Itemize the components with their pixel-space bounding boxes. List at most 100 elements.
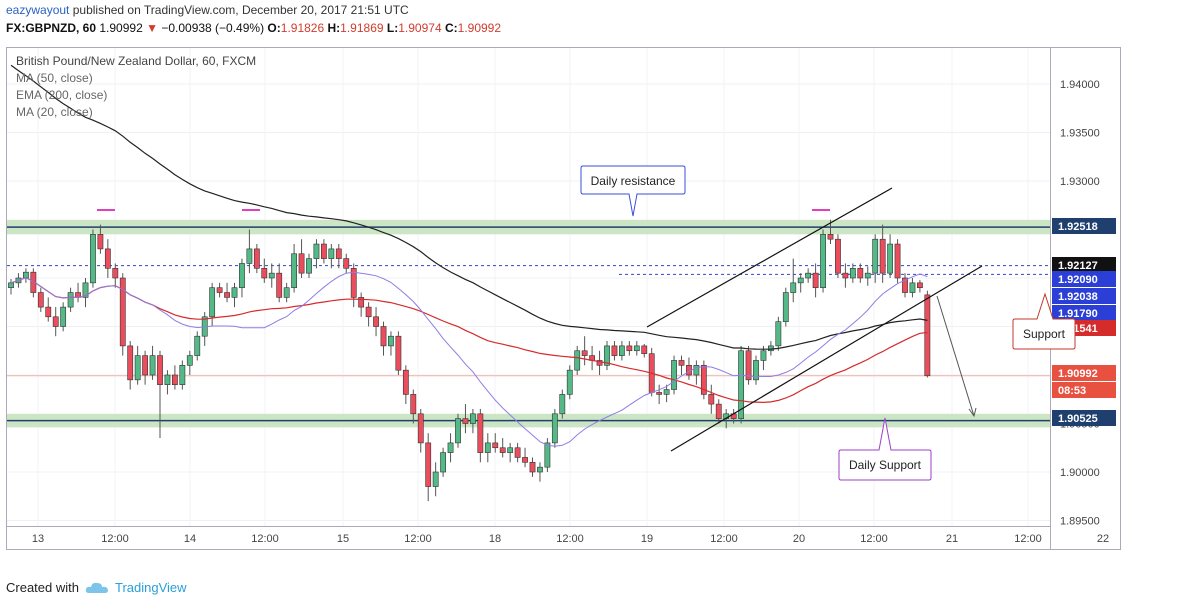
candle-body bbox=[864, 272, 871, 279]
legend-ma20: MA (20, close) bbox=[16, 105, 93, 119]
candle-body bbox=[82, 282, 89, 298]
candle-body bbox=[857, 268, 864, 279]
candle-body bbox=[157, 355, 163, 386]
y-tick-label: 1.89500 bbox=[1060, 516, 1100, 528]
y-tick-label: 1.94000 bbox=[1060, 79, 1100, 91]
tag-ma20-box bbox=[1052, 305, 1116, 321]
candle-body bbox=[455, 418, 461, 444]
tag-dotted-upper-text: 1.92090 bbox=[1058, 274, 1098, 286]
daily-support-label: Daily Support bbox=[849, 458, 922, 472]
daily-resistance-label: Daily resistance bbox=[591, 174, 676, 188]
indicators bbox=[10, 64, 928, 447]
x-tick-label: 13 bbox=[32, 533, 44, 545]
candle-body bbox=[388, 335, 394, 347]
close-label: C: bbox=[444, 21, 458, 35]
x-tick-label: 19 bbox=[641, 533, 653, 545]
candle-body bbox=[112, 268, 119, 279]
candle-body bbox=[246, 248, 253, 264]
candle-body bbox=[484, 442, 491, 453]
candle-body bbox=[581, 350, 588, 356]
x-tick-label: 14 bbox=[184, 533, 196, 545]
candles bbox=[8, 219, 931, 502]
candle-body bbox=[514, 447, 521, 458]
candle-body bbox=[745, 350, 752, 381]
tag-countdown-text: 08:53 bbox=[1058, 385, 1086, 397]
tag-last-price: 1.90992 bbox=[1052, 365, 1116, 381]
candle-body bbox=[700, 364, 707, 395]
y-tick-label: 1.93500 bbox=[1060, 128, 1100, 140]
x-tick-label: 22 bbox=[1097, 533, 1109, 545]
tag-ema200-text: 1.92127 bbox=[1058, 260, 1098, 272]
x-axis: 13 12:00 14 12:00 15 12:00 18 12:00 19 12:00 20 12:… bbox=[7, 526, 1109, 545]
candle-body bbox=[522, 457, 528, 463]
tag-dotted-lower: 1.92038 bbox=[1052, 288, 1116, 304]
x-tick-label: 12:00 bbox=[556, 533, 584, 545]
candle-body bbox=[320, 243, 327, 259]
drawings bbox=[97, 187, 983, 452]
candle-body bbox=[358, 297, 365, 308]
tag-ma20: 1.91790 bbox=[1052, 305, 1116, 321]
publish-info: eazywayout published on TradingView.com,… bbox=[6, 3, 409, 17]
candle-body bbox=[693, 364, 700, 376]
candle-body bbox=[663, 389, 670, 395]
chart-panel[interactable]: 1.895001.900001.905001.910001.915001.920… bbox=[6, 47, 1121, 550]
candle-body bbox=[760, 350, 767, 361]
candle-body bbox=[499, 447, 506, 453]
candle-body bbox=[820, 234, 826, 289]
tag-countdown-box bbox=[1052, 382, 1116, 398]
candle-body bbox=[37, 292, 44, 308]
candle-body bbox=[611, 345, 618, 356]
candle-body bbox=[30, 271, 37, 293]
candle-body bbox=[715, 403, 722, 419]
candle-body bbox=[261, 268, 268, 279]
candle-body bbox=[492, 442, 499, 449]
tag-dotted-upper: 1.92090 bbox=[1052, 271, 1116, 287]
price-tags: 1.925181.921271.920901.920381.917901.915… bbox=[1052, 218, 1116, 426]
candle-body bbox=[849, 268, 856, 279]
candle-body bbox=[8, 282, 14, 289]
candle-body bbox=[365, 306, 372, 318]
candle-body bbox=[559, 394, 566, 415]
tradingview-logo-icon bbox=[85, 582, 108, 593]
tag-ema200-box bbox=[1052, 257, 1116, 273]
candle-body bbox=[335, 248, 342, 259]
price-chart[interactable]: 1.895001.900001.905001.910001.915001.920… bbox=[7, 48, 1120, 549]
candle-body bbox=[879, 238, 886, 274]
tag-countdown: 08:53 bbox=[1052, 382, 1116, 398]
tag-support-text: 1.90525 bbox=[1058, 413, 1098, 425]
candle-body bbox=[902, 277, 908, 293]
candle-body bbox=[298, 253, 305, 274]
y-tick-label: 1.90000 bbox=[1060, 467, 1100, 479]
x-tick-label: 12:00 bbox=[1014, 533, 1042, 545]
candle-body bbox=[209, 287, 216, 318]
candle-body bbox=[90, 234, 96, 284]
candle-body bbox=[566, 369, 573, 395]
tradingview-link[interactable]: TradingView bbox=[114, 580, 187, 595]
candle-body bbox=[909, 282, 916, 293]
candle-body bbox=[380, 326, 387, 347]
support-callout: Support bbox=[1012, 292, 1076, 350]
candle-body bbox=[134, 355, 141, 381]
x-tick-label: 12:00 bbox=[101, 533, 129, 545]
y-tick-label: 1.93000 bbox=[1060, 176, 1100, 188]
symbol-info: FX:GBPNZD, 60 1.90992 ▼ −0.00938 (−0.49%… bbox=[6, 21, 501, 35]
candle-body bbox=[142, 355, 148, 376]
candle-body bbox=[164, 374, 171, 385]
candle-body bbox=[328, 248, 335, 259]
candle-body bbox=[447, 442, 454, 453]
candle-body bbox=[283, 287, 290, 298]
candle-body bbox=[596, 360, 603, 366]
candle-body bbox=[797, 277, 804, 284]
author-link[interactable]: eazywayout bbox=[6, 3, 70, 17]
candle-body bbox=[253, 248, 260, 269]
projection-arrowhead bbox=[968, 407, 977, 418]
candle-body bbox=[306, 258, 312, 274]
candle-body bbox=[477, 413, 484, 453]
candle-body bbox=[656, 392, 663, 395]
channel-upper-line bbox=[646, 187, 893, 328]
daily-support-callout: Daily Support bbox=[838, 417, 932, 481]
tag-last-price-box bbox=[1052, 365, 1116, 381]
x-tick-label: 21 bbox=[946, 533, 958, 545]
candle-body bbox=[537, 466, 543, 473]
high-value: 1.91869 bbox=[340, 21, 384, 35]
